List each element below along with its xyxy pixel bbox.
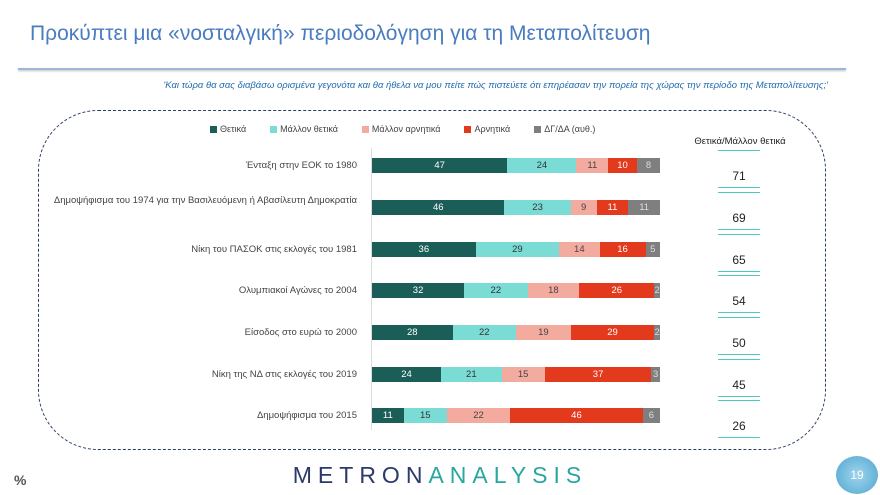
summary-divider — [718, 271, 760, 272]
legend-label: Μάλλον θετικά — [280, 124, 338, 134]
bar-segment: 46 — [372, 199, 505, 215]
bar-segment: 2 — [654, 282, 660, 298]
legend-swatch — [534, 125, 542, 133]
legend-swatch — [210, 125, 217, 133]
summary-value: 69 — [732, 211, 746, 225]
summary-divider — [718, 234, 760, 235]
bar-segment: 11 — [372, 407, 404, 423]
category-label: Νίκη της ΝΔ στις εκλογές του 2019 — [211, 368, 357, 380]
summary-value: 71 — [732, 169, 746, 183]
bar-segment: 32 — [372, 282, 465, 298]
logo-part-2: ANALYSIS — [428, 462, 588, 488]
category-label: Νίκη του ΠΑΣΟΚ στις εκλογές του 1981 — [191, 243, 357, 255]
summary-header: Θετικά/Μάλλον θετικά — [694, 136, 786, 147]
bar-segment: 22 — [464, 282, 528, 298]
summary-divider — [718, 354, 760, 355]
summary-divider — [718, 229, 760, 230]
legend-item: Μάλλον θετικά — [270, 124, 338, 134]
legend-item: ΔΓ/ΔΑ (αυθ.) — [534, 124, 595, 134]
bar-segment: 16 — [599, 241, 646, 257]
legend-label: Θετικά — [220, 124, 247, 134]
summary-divider — [718, 150, 760, 151]
legend-label: ΔΓ/ΔΑ (αυθ.) — [544, 124, 596, 134]
bar-segment: 11 — [576, 157, 609, 173]
summary-divider — [718, 396, 760, 397]
bar-segment: 24 — [372, 366, 442, 382]
legend-item: Θετικά — [210, 124, 246, 134]
bar-segment: 22 — [452, 324, 516, 340]
bar-segment: 15 — [501, 366, 545, 382]
page-title: Προκύπτει μια «νοσταλγική» περιοδολόγηση… — [30, 22, 651, 45]
summary-divider — [718, 312, 760, 313]
legend-item: Αρνητικά — [464, 124, 510, 134]
summary-divider — [718, 437, 760, 438]
summary-value: 65 — [732, 253, 746, 267]
survey-question: 'Και τώρα θα σας διαβάσω ορισμένα γεγονό… — [163, 80, 828, 91]
bar-segment: 11 — [628, 199, 660, 215]
bar-segment: 26 — [579, 282, 655, 298]
legend-swatch — [361, 125, 369, 133]
bar-segment: 47 — [372, 157, 508, 173]
summary-divider — [718, 359, 760, 360]
bar-segment: 18 — [527, 282, 580, 298]
legend: Θετικά Μάλλον θετικά Μάλλον αρνητικά Αρνητι… — [210, 124, 595, 134]
bar-segment: 36 — [372, 241, 476, 257]
bar-segment: 8 — [636, 157, 660, 173]
summary-value: 26 — [732, 419, 746, 433]
category-label: Είσοδος στο ευρώ το 2000 — [244, 326, 357, 338]
unit-label: % — [14, 472, 27, 488]
summary-divider — [718, 317, 760, 318]
bar-segment: 23 — [504, 199, 571, 215]
y-axis-line — [371, 148, 372, 430]
category-label: Δημοψήφισμα του 1974 για την Βασιλευόμεν… — [53, 195, 357, 206]
legend-item: Μάλλον αρνητικά — [361, 124, 441, 134]
bar-segment: 11 — [596, 199, 629, 215]
summary-divider — [718, 192, 760, 193]
legend-label: Αρνητικά — [474, 124, 511, 134]
bar-segment: 21 — [441, 366, 502, 382]
legend-label: Μάλλον αρνητικά — [371, 124, 441, 134]
category-label: Ένταξη στην ΕΟΚ το 1980 — [245, 159, 357, 171]
bar-segment: 14 — [559, 241, 600, 257]
category-label: Ολυμπιακοί Αγώνες το 2004 — [238, 284, 357, 296]
bar-segment: 3 — [651, 366, 660, 382]
summary-divider — [718, 187, 760, 188]
bar-segment: 10 — [608, 157, 637, 173]
bar-segment: 46 — [510, 407, 643, 423]
bar-segment: 37 — [544, 366, 652, 382]
legend-swatch — [464, 125, 472, 133]
bar-segment: 9 — [570, 199, 597, 215]
summary-divider — [718, 400, 760, 401]
chart-frame — [38, 110, 826, 450]
legend-swatch — [270, 125, 278, 133]
summary-divider — [718, 275, 760, 276]
bar-segment: 2 — [654, 324, 660, 340]
bar-segment: 29 — [570, 324, 655, 340]
bar-segment: 28 — [372, 324, 453, 340]
logo-part-1: METRON — [292, 462, 429, 488]
summary-value: 54 — [732, 294, 746, 308]
bar-segment: 22 — [446, 407, 511, 423]
bar-segment: 29 — [475, 241, 560, 257]
category-label: Δημοψήφισμα του 2015 — [256, 409, 357, 421]
summary-value: 50 — [732, 336, 746, 350]
summary-value: 45 — [732, 378, 746, 392]
metron-analysis-logo: METRONANALYSIS — [0, 462, 880, 489]
bar-segment: 15 — [403, 407, 447, 423]
bar-segment: 19 — [516, 324, 571, 340]
bar-segment: 5 — [645, 241, 660, 257]
bar-segment: 6 — [642, 407, 660, 423]
page-number: 19 — [836, 456, 878, 494]
title-divider — [18, 68, 846, 70]
bar-segment: 24 — [507, 157, 577, 173]
